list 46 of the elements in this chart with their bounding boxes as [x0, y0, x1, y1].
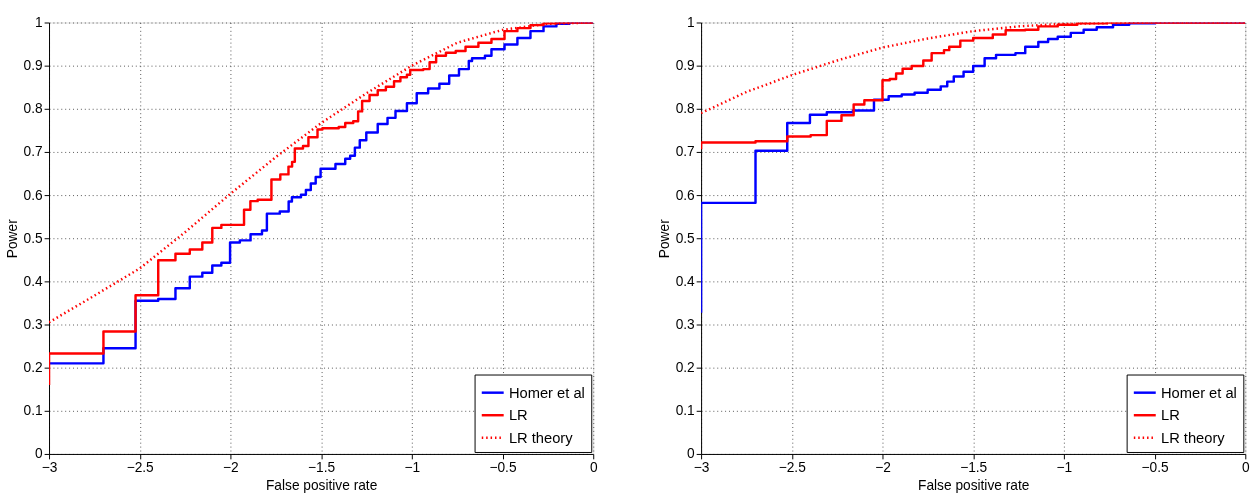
- x-tick-label: −3: [41, 460, 58, 476]
- y-tick-label: 0.9: [23, 58, 43, 74]
- y-tick-label: 1: [35, 14, 43, 30]
- y-tick-label: 0.4: [675, 273, 696, 289]
- legend-label: LR: [1160, 407, 1180, 424]
- y-tick-label: 0.8: [23, 101, 44, 117]
- x-tick-label: 0: [589, 460, 598, 476]
- y-tick-label: 0.3: [675, 316, 696, 332]
- y-tick-label: 0.2: [675, 360, 695, 376]
- y-tick-label: 0.7: [675, 144, 695, 160]
- legend-label: Homer et al: [508, 384, 585, 401]
- x-tick-label: −1: [404, 460, 421, 476]
- x-tick-label: −1.5: [308, 460, 336, 476]
- legend-label: LR theory: [1160, 429, 1226, 446]
- x-tick-label: −2: [223, 460, 239, 476]
- x-tick-label: −1: [1056, 460, 1073, 476]
- y-tick-label: 0.6: [675, 187, 696, 203]
- x-tick-label: −2.5: [778, 460, 807, 476]
- y-tick-label: 0.4: [23, 273, 44, 289]
- x-axis-title: False positive rate: [918, 477, 1030, 493]
- legend-label: LR: [508, 407, 528, 424]
- x-tick-label: −2.5: [126, 460, 155, 476]
- x-tick-label: −3: [693, 460, 710, 476]
- y-axis-title: Power: [656, 218, 672, 259]
- x-tick-label: −0.5: [1141, 460, 1169, 476]
- y-tick-label: 0: [35, 446, 44, 462]
- y-tick-label: 0.2: [23, 360, 43, 376]
- y-tick-label: 0.1: [675, 403, 695, 419]
- x-tick-label: 0: [1241, 460, 1250, 476]
- y-axis-title: Power: [4, 218, 20, 259]
- x-axis-title: False positive rate: [265, 477, 378, 493]
- y-tick-label: 0.6: [23, 187, 44, 203]
- y-tick-label: 0.5: [23, 230, 44, 246]
- x-tick-label: −2: [875, 460, 891, 476]
- y-tick-label: 0.5: [675, 230, 696, 246]
- legend-label: Homer et al: [1160, 384, 1237, 401]
- y-tick-label: 0.8: [675, 101, 696, 117]
- y-tick-label: 0: [687, 446, 696, 462]
- y-tick-label: 0.7: [23, 144, 43, 160]
- y-tick-label: 0.3: [23, 316, 44, 332]
- y-tick-label: 1: [687, 14, 695, 30]
- legend-label: LR theory: [508, 429, 574, 446]
- x-tick-label: −1.5: [960, 460, 988, 476]
- y-tick-label: 0.9: [675, 58, 695, 74]
- x-tick-label: −0.5: [489, 460, 517, 476]
- y-tick-label: 0.1: [23, 403, 43, 419]
